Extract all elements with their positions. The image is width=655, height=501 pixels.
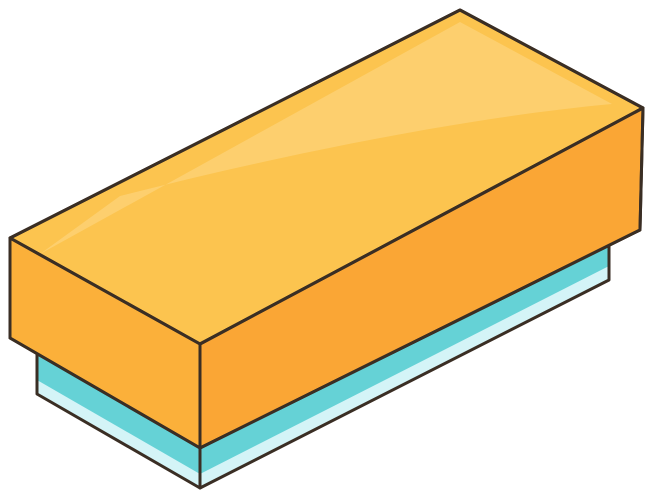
box-lid	[8, 8, 645, 450]
base-left-light-strip	[37, 380, 200, 488]
box-base	[35, 236, 611, 490]
lid-outline	[8, 8, 645, 450]
base-front-light-strip	[200, 266, 609, 488]
lid-top-shine	[40, 22, 612, 254]
